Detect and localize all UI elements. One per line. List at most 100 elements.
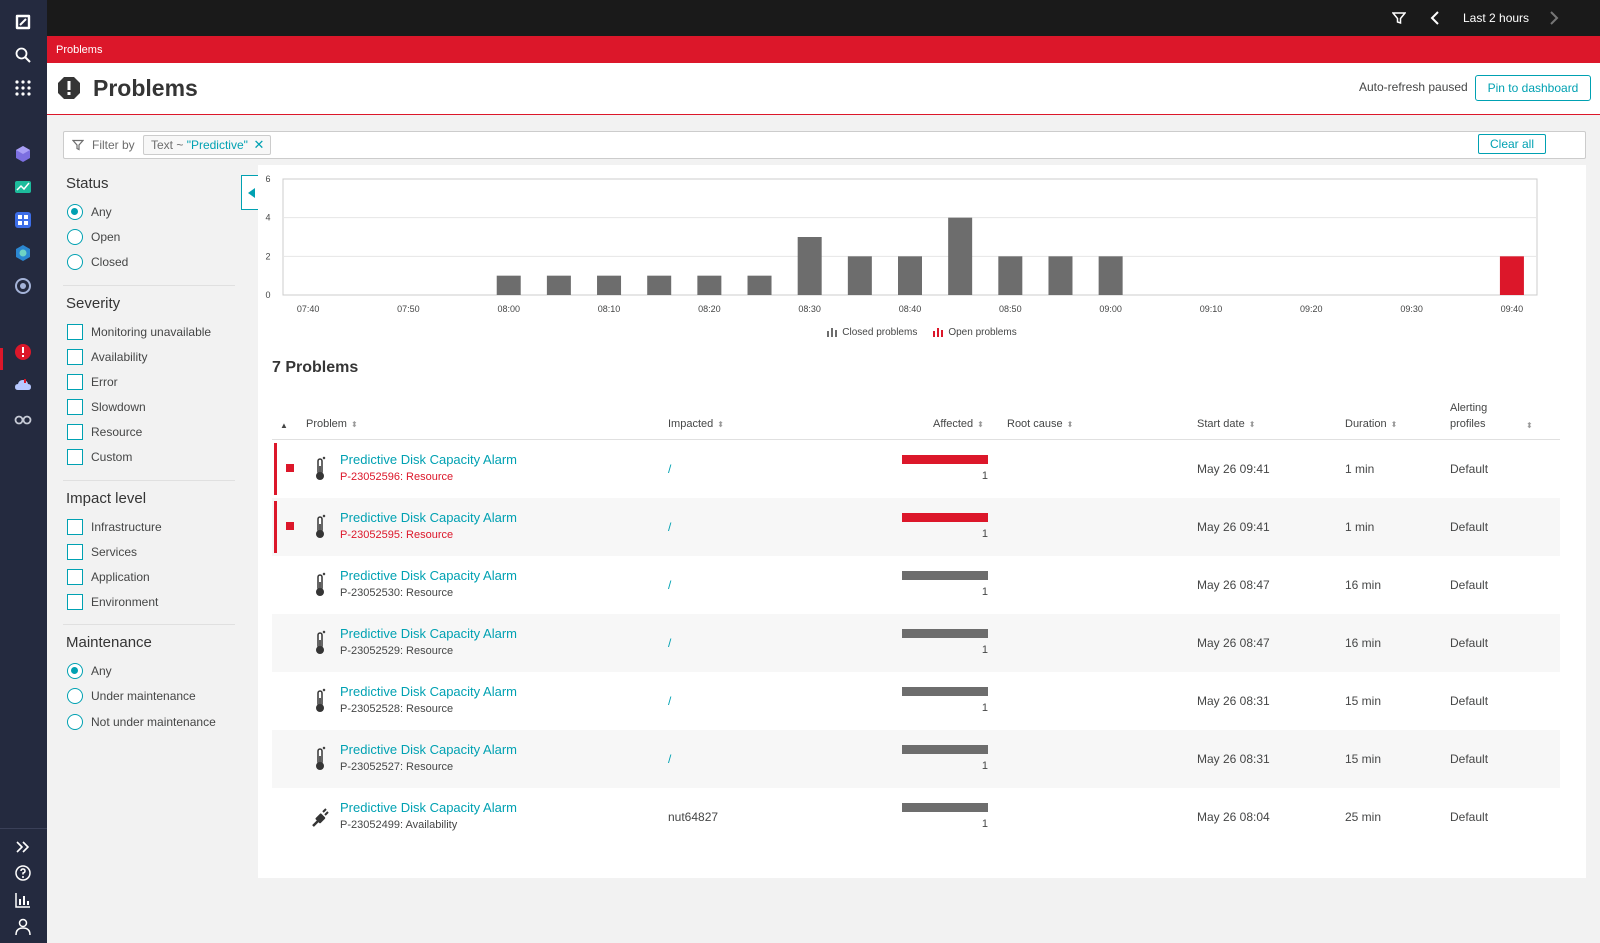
radio[interactable] xyxy=(67,254,83,270)
maintenance-option-under[interactable]: Under maintenance xyxy=(67,687,196,705)
column-start-date[interactable]: Start date ⬍ xyxy=(1197,418,1255,430)
x-tick-label: 09:30 xyxy=(1400,304,1423,314)
hexagon-app-icon[interactable] xyxy=(11,241,35,265)
impact-option-infrastructure[interactable]: Infrastructure xyxy=(67,518,162,536)
apps-grid-icon[interactable] xyxy=(11,76,35,100)
pin-to-dashboard-button[interactable]: Pin to dashboard xyxy=(1475,75,1591,101)
impact-option-services[interactable]: Services xyxy=(67,543,137,561)
table-row[interactable]: Predictive Disk Capacity Alarm P-23052530… xyxy=(272,556,1560,614)
column-impacted[interactable]: Impacted ⬍ xyxy=(668,418,724,430)
radio-selected[interactable] xyxy=(67,204,83,220)
expand-nav-icon[interactable] xyxy=(11,835,35,859)
column-duration[interactable]: Duration ⬍ xyxy=(1345,418,1397,430)
checkbox[interactable] xyxy=(67,424,83,440)
table-row[interactable]: Predictive Disk Capacity Alarm P-23052596… xyxy=(272,440,1560,498)
legend-open[interactable]: Open problems xyxy=(933,327,1017,338)
timeframe-prev-icon[interactable] xyxy=(1430,0,1440,36)
severity-option-error[interactable]: Error xyxy=(67,373,118,391)
impact-option-environment[interactable]: Environment xyxy=(67,593,158,611)
impacted-entity[interactable]: / xyxy=(668,578,672,592)
affected-bar xyxy=(902,745,988,754)
radio[interactable] xyxy=(67,714,83,730)
clear-all-button[interactable]: Clear all xyxy=(1478,134,1546,154)
problem-title-link[interactable]: Predictive Disk Capacity Alarm xyxy=(340,684,517,699)
problem-title-link[interactable]: Predictive Disk Capacity Alarm xyxy=(340,626,517,641)
filter-bar[interactable]: Filter by Text ~ "Predictive" ✕ Clear al… xyxy=(63,131,1586,159)
impacted-entity[interactable]: / xyxy=(668,694,672,708)
problem-title-link[interactable]: Predictive Disk Capacity Alarm xyxy=(340,452,517,467)
status-option-any[interactable]: Any xyxy=(67,203,112,221)
problem-title-link[interactable]: Predictive Disk Capacity Alarm xyxy=(340,742,517,757)
checkbox[interactable] xyxy=(67,594,83,610)
filter-funnel-icon[interactable] xyxy=(1392,0,1406,36)
impact-option-application[interactable]: Application xyxy=(67,568,150,586)
table-row[interactable]: Predictive Disk Capacity Alarm P-23052527… xyxy=(272,730,1560,788)
severity-option-monitoring-unavailable[interactable]: Monitoring unavailable xyxy=(67,323,211,341)
timeframe-selector[interactable]: Last 2 hours xyxy=(1463,11,1530,25)
search-icon[interactable] xyxy=(11,43,35,67)
user-icon[interactable] xyxy=(11,915,35,939)
grid-app-icon[interactable] xyxy=(11,208,35,232)
column-root-cause[interactable]: Root cause ⬍ xyxy=(1007,418,1073,430)
severity-option-availability[interactable]: Availability xyxy=(67,348,147,366)
impacted-entity[interactable]: / xyxy=(668,636,672,650)
cube-app-icon[interactable] xyxy=(11,142,35,166)
binoculars-icon[interactable] xyxy=(11,406,35,430)
status-option-closed[interactable]: Closed xyxy=(67,253,128,271)
table-row[interactable]: Predictive Disk Capacity Alarm P-23052595… xyxy=(272,498,1560,556)
impacted-entity[interactable]: / xyxy=(668,462,672,476)
maintenance-option-not-under[interactable]: Not under maintenance xyxy=(67,713,216,731)
severity-option-resource[interactable]: Resource xyxy=(67,423,142,441)
help-icon[interactable] xyxy=(11,861,35,885)
expand-sort-icon[interactable]: ▲ xyxy=(280,421,288,430)
checkbox[interactable] xyxy=(67,349,83,365)
column-alerting-profiles[interactable]: Alerting profiles xyxy=(1450,402,1487,430)
radio[interactable] xyxy=(67,229,83,245)
problem-title-link[interactable]: Predictive Disk Capacity Alarm xyxy=(340,568,517,583)
impacted-entity[interactable]: / xyxy=(668,520,672,534)
checkbox[interactable] xyxy=(67,569,83,585)
open-indicator xyxy=(274,443,277,495)
checkbox[interactable] xyxy=(67,519,83,535)
radio-selected[interactable] xyxy=(67,663,83,679)
x-tick-label: 08:40 xyxy=(899,304,922,314)
status-section-title: Status xyxy=(66,175,109,192)
cloud-app-icon[interactable] xyxy=(11,373,35,397)
maintenance-option-any[interactable]: Any xyxy=(67,662,112,680)
impacted-entity[interactable]: / xyxy=(668,752,672,766)
page-title: Problems xyxy=(93,75,198,101)
breadcrumb-item-problems[interactable]: Problems xyxy=(56,43,103,56)
radio[interactable] xyxy=(67,688,83,704)
filter-chip[interactable]: Text ~ "Predictive" ✕ xyxy=(143,135,271,155)
column-affected[interactable]: Affected ⬍ xyxy=(933,418,984,430)
thermometer-icon xyxy=(310,688,330,714)
usage-chart-icon[interactable] xyxy=(11,888,35,912)
table-row[interactable]: Predictive Disk Capacity Alarm P-23052529… xyxy=(272,614,1560,672)
severity-option-custom[interactable]: Custom xyxy=(67,448,132,466)
table-row[interactable]: Predictive Disk Capacity Alarm P-23052528… xyxy=(272,672,1560,730)
x-tick-label: 08:10 xyxy=(598,304,621,314)
status-option-open[interactable]: Open xyxy=(67,228,120,246)
checkbox[interactable] xyxy=(67,399,83,415)
legend-closed[interactable]: Closed problems xyxy=(827,327,917,338)
sort-icon[interactable]: ⬍ xyxy=(1526,421,1533,430)
collapse-sidebar-toggle[interactable] xyxy=(241,175,260,210)
problem-title-link[interactable]: Predictive Disk Capacity Alarm xyxy=(340,800,517,815)
column-problem[interactable]: Problem ⬍ xyxy=(306,418,358,430)
logo-icon[interactable] xyxy=(11,10,35,34)
severity-option-slowdown[interactable]: Slowdown xyxy=(67,398,146,416)
checkbox[interactable] xyxy=(67,324,83,340)
checkbox[interactable] xyxy=(67,544,83,560)
x-tick-label: 09:40 xyxy=(1501,304,1524,314)
dashboard-app-icon[interactable] xyxy=(11,175,35,199)
timeframe-next-icon[interactable] xyxy=(1549,0,1559,36)
affected-count: 1 xyxy=(981,818,988,830)
problems-nav-icon[interactable] xyxy=(11,340,35,364)
checkbox[interactable] xyxy=(67,374,83,390)
settings-app-icon[interactable] xyxy=(11,274,35,298)
problem-title-link[interactable]: Predictive Disk Capacity Alarm xyxy=(340,510,517,525)
table-row[interactable]: Predictive Disk Capacity Alarm P-23052499… xyxy=(272,788,1560,846)
x-tick-label: 08:30 xyxy=(798,304,821,314)
remove-filter-icon[interactable]: ✕ xyxy=(253,137,265,152)
checkbox[interactable] xyxy=(67,449,83,465)
